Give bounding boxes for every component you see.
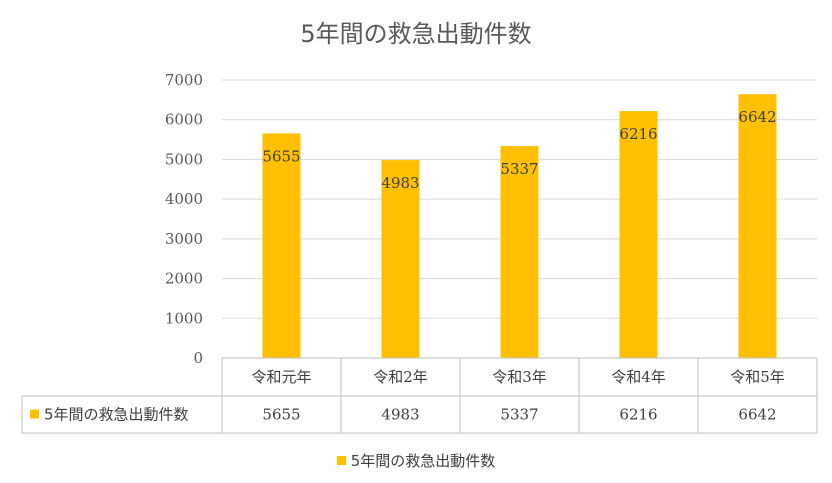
y-tick-label: 3000 xyxy=(165,230,203,248)
legend: 5年間の救急出動件数 xyxy=(0,450,832,471)
table-value: 6216 xyxy=(619,406,657,424)
data-label: 5655 xyxy=(262,147,300,165)
data-label: 5337 xyxy=(500,160,538,178)
y-tick-label: 1000 xyxy=(165,309,203,327)
data-label: 6216 xyxy=(619,125,657,143)
data-label: 4983 xyxy=(381,174,419,192)
bar xyxy=(500,146,539,358)
data-label: 6642 xyxy=(738,108,776,126)
legend-label: 5年間の救急出動件数 xyxy=(350,452,496,470)
category-label: 令和4年 xyxy=(611,368,666,386)
legend-swatch xyxy=(336,456,346,465)
bar xyxy=(738,94,777,358)
bar xyxy=(262,133,301,358)
chart-title: 5年間の救急出動件数 xyxy=(300,20,532,48)
y-tick-label: 0 xyxy=(193,349,203,367)
category-label: 令和元年 xyxy=(251,368,311,386)
table-value: 6642 xyxy=(738,406,776,424)
table-legend-swatch xyxy=(30,409,39,419)
category-label: 令和3年 xyxy=(492,368,547,386)
bar xyxy=(619,111,658,358)
y-tick-label: 4000 xyxy=(165,190,203,208)
table-value: 5337 xyxy=(500,406,538,424)
y-tick-label: 5000 xyxy=(165,150,203,168)
category-label: 令和2年 xyxy=(373,368,428,386)
y-tick-label: 7000 xyxy=(165,71,203,89)
table-value: 4983 xyxy=(381,406,419,424)
bar xyxy=(381,160,420,358)
table-series-label: 5年間の救急出動件数 xyxy=(44,406,189,424)
category-label: 令和5年 xyxy=(730,368,785,386)
table-value: 5655 xyxy=(262,406,300,424)
y-tick-label: 2000 xyxy=(165,270,203,288)
y-tick-label: 6000 xyxy=(165,111,203,129)
